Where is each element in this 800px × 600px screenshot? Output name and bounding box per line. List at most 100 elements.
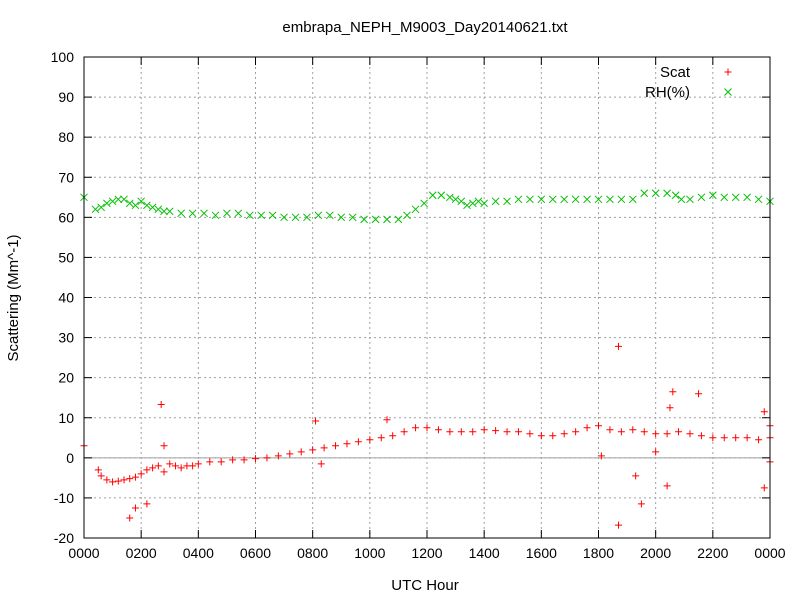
series-rh (80, 189, 774, 224)
data-point (383, 416, 391, 424)
data-point (677, 195, 686, 204)
data-point (291, 213, 300, 222)
data-point (615, 342, 623, 350)
data-point (617, 428, 625, 436)
data-point (697, 432, 705, 440)
data-point (434, 426, 442, 434)
data-point (549, 432, 557, 440)
data-point (411, 205, 420, 214)
data-point (148, 203, 157, 212)
data-point (652, 430, 660, 438)
data-point (160, 442, 168, 450)
data-point (514, 428, 522, 436)
data-point (743, 434, 751, 442)
data-point (526, 430, 534, 438)
y-tick-label: 20 (58, 370, 74, 386)
data-point (126, 514, 134, 522)
data-point (480, 199, 489, 208)
y-tick-label: 50 (58, 249, 74, 265)
data-point (732, 434, 740, 442)
data-point (154, 462, 162, 470)
data-point (143, 500, 151, 508)
data-point (537, 195, 546, 204)
data-point (403, 211, 411, 220)
data-point (257, 211, 266, 220)
data-point (286, 450, 294, 458)
data-point (451, 195, 460, 204)
data-point (371, 215, 380, 224)
data-point (312, 417, 320, 425)
data-point (606, 195, 614, 204)
data-point (177, 209, 186, 218)
x-tick-label: 0800 (297, 545, 328, 561)
data-point (188, 209, 197, 218)
data-point (671, 191, 680, 200)
data-point (514, 195, 523, 204)
data-point (125, 199, 134, 208)
data-point (468, 199, 477, 208)
y-tick-label: 0 (66, 450, 74, 466)
data-point (754, 195, 763, 204)
axis-ticks (83, 56, 771, 539)
data-point (383, 215, 391, 224)
x-axis-title: UTC Hour (391, 577, 459, 594)
data-point (583, 195, 591, 204)
data-point (503, 197, 511, 206)
data-point (120, 195, 128, 204)
data-point (615, 521, 623, 529)
data-point (160, 468, 168, 476)
data-point (743, 193, 751, 202)
data-point (597, 452, 605, 460)
data-point (709, 434, 717, 442)
data-point (663, 430, 671, 438)
data-point (97, 203, 106, 212)
data-point (423, 424, 431, 432)
data-point (652, 448, 660, 456)
x-tick-label: 1400 (469, 545, 500, 561)
data-point (760, 408, 768, 416)
y-tick-label: 60 (58, 209, 74, 225)
x-tick-label: 2000 (640, 545, 671, 561)
x-tick-label: 0400 (183, 545, 214, 561)
data-point (377, 434, 385, 442)
data-point (686, 195, 694, 204)
data-point (651, 189, 660, 198)
data-point (708, 191, 717, 200)
data-point (206, 458, 214, 466)
legend-marker (724, 68, 732, 76)
data-point (686, 430, 694, 438)
data-point (234, 209, 243, 218)
data-point (469, 428, 477, 436)
data-point (394, 215, 403, 224)
data-point (446, 193, 454, 202)
data-point (97, 472, 105, 480)
data-point (632, 472, 640, 480)
data-points (80, 189, 774, 529)
data-point (412, 424, 420, 432)
data-point (314, 211, 323, 220)
data-point (548, 195, 557, 204)
data-point (114, 477, 122, 485)
data-point (437, 191, 446, 200)
data-point (143, 466, 151, 474)
data-point (595, 422, 602, 430)
data-point (157, 401, 165, 409)
data-point (263, 454, 271, 462)
data-point (131, 473, 139, 481)
data-point (160, 207, 168, 216)
data-point (606, 426, 614, 434)
data-point (94, 466, 102, 474)
data-point (731, 193, 740, 202)
data-point (695, 390, 703, 398)
data-point (109, 478, 117, 486)
data-point (154, 205, 163, 214)
data-point (120, 476, 128, 484)
data-point (200, 209, 208, 218)
data-point (332, 442, 340, 450)
data-point (189, 462, 197, 470)
data-point (617, 195, 626, 204)
data-point (637, 500, 645, 508)
y-tick-label: -10 (54, 490, 74, 506)
data-point (446, 428, 454, 436)
data-point (354, 438, 362, 446)
